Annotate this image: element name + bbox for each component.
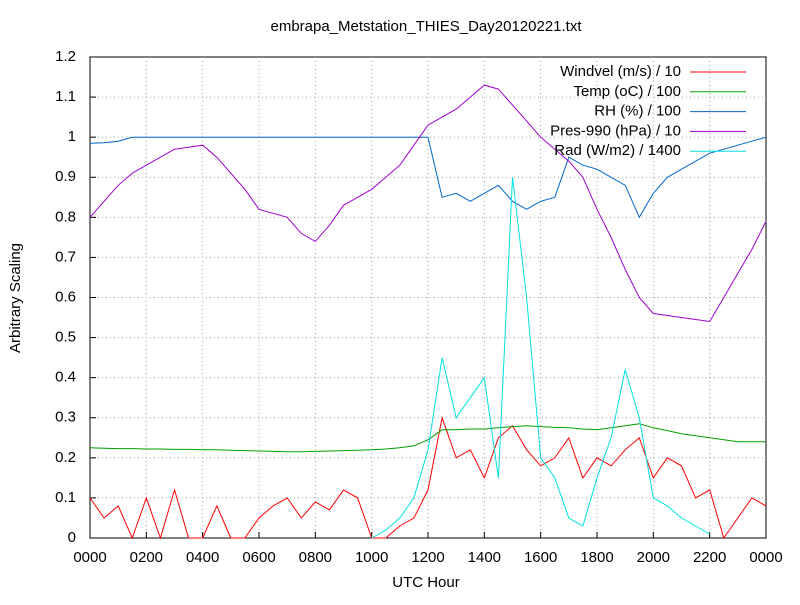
series-line xyxy=(371,177,710,539)
x-tick-label: 0000 xyxy=(749,549,782,566)
x-tick-label: 0400 xyxy=(186,549,219,566)
y-tick-label: 0.7 xyxy=(55,248,76,265)
x-tick-label: 1400 xyxy=(468,549,501,566)
y-tick-label: 1 xyxy=(68,128,76,145)
legend-label: Rad (W/m2) / 1400 xyxy=(554,142,681,159)
series-line xyxy=(89,136,767,219)
x-axis-label: UTC Hour xyxy=(392,574,460,591)
legend-label: RH (%) / 100 xyxy=(594,103,681,120)
chart-title: embrapa_Metstation_THIES_Day20120221.txt xyxy=(270,18,582,35)
x-tick-label: 2000 xyxy=(637,549,670,566)
series-line xyxy=(89,415,767,540)
y-tick-label: 0.9 xyxy=(55,168,76,185)
y-axis-label: Arbitrary Scaling xyxy=(7,243,24,353)
x-tick-label: 1000 xyxy=(355,549,388,566)
y-tick-label: 0 xyxy=(68,529,76,546)
legend-label: Temp (oC) / 100 xyxy=(573,83,681,100)
y-tick-label: 0.8 xyxy=(55,208,76,225)
y-tick-label: 0.4 xyxy=(55,369,76,386)
x-tick-label: 0800 xyxy=(299,549,332,566)
x-tick-label: 1200 xyxy=(411,549,444,566)
y-tick-label: 1.2 xyxy=(55,48,76,65)
y-tick-label: 0.5 xyxy=(55,329,76,346)
y-tick-label: 0.2 xyxy=(55,449,76,466)
series-line xyxy=(89,423,766,453)
y-tick-label: 1.1 xyxy=(55,88,76,105)
y-tick-label: 0.6 xyxy=(55,288,76,305)
y-tick-label: 0.3 xyxy=(55,409,76,426)
x-tick-label: 1600 xyxy=(524,549,557,566)
legend-label: Pres-990 (hPa) / 10 xyxy=(550,122,681,139)
x-tick-label: 0600 xyxy=(242,549,275,566)
x-tick-label: 1800 xyxy=(580,549,613,566)
legend-label: Windvel (m/s) / 10 xyxy=(560,63,681,80)
x-tick-label: 0200 xyxy=(130,549,163,566)
x-tick-label: 0000 xyxy=(73,549,106,566)
x-tick-label: 2200 xyxy=(693,549,726,566)
series-line xyxy=(89,84,767,323)
y-tick-label: 0.1 xyxy=(55,489,76,506)
